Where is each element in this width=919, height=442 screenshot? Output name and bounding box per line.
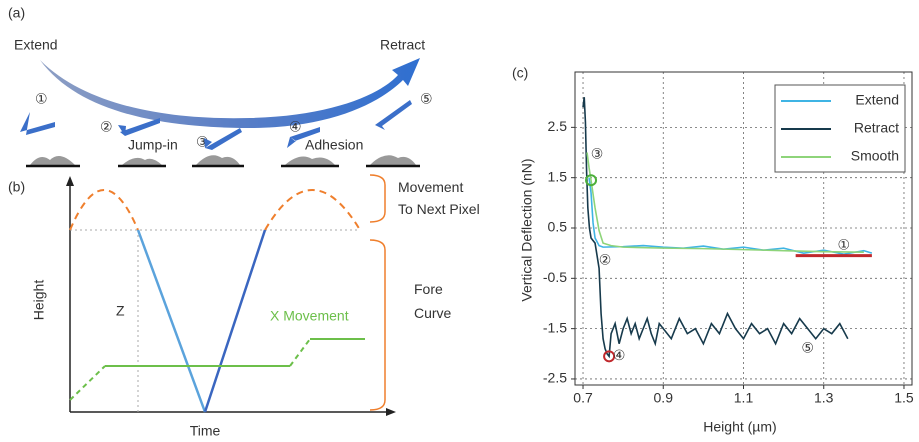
cantilevers bbox=[20, 100, 412, 150]
legend-label: Extend bbox=[855, 92, 899, 108]
step-label: ⑤ bbox=[420, 91, 433, 107]
x-tick-label: 1.5 bbox=[894, 390, 914, 406]
samples bbox=[26, 155, 420, 168]
y-axis-label: Height bbox=[31, 280, 47, 321]
step-label: ① bbox=[35, 91, 48, 107]
panel-label: (c) bbox=[512, 65, 528, 81]
y-axis-label: Vertical Deflection (nN) bbox=[519, 158, 535, 301]
plot-frame bbox=[574, 71, 913, 386]
x-axis-label: Time bbox=[190, 423, 221, 439]
x-axis-label: Height (µm) bbox=[703, 419, 776, 435]
y-tick-label: 1.5 bbox=[548, 168, 568, 184]
fore-curve-label: Fore Curve bbox=[414, 281, 452, 321]
panel-label: (a) bbox=[8, 5, 25, 21]
highlight-point bbox=[585, 174, 598, 187]
step-label: ② bbox=[100, 119, 113, 135]
annotation: ⑤ bbox=[801, 339, 814, 355]
y-tick-label: -2.5 bbox=[543, 370, 567, 386]
jump-in-label: Jump-in bbox=[128, 137, 178, 153]
highlight-point bbox=[603, 350, 616, 363]
z-label: Z bbox=[116, 303, 125, 319]
annotation: ② bbox=[599, 251, 612, 267]
y-tick-label: 2.5 bbox=[548, 118, 568, 134]
extend-label: Extend bbox=[14, 37, 58, 53]
y-tick-label: 0.5 bbox=[548, 219, 568, 235]
panel-label: (b) bbox=[8, 179, 25, 195]
annotation: ① bbox=[838, 236, 851, 252]
legend-label: Retract bbox=[854, 120, 899, 136]
adhesion-label: Adhesion bbox=[305, 137, 363, 153]
motion-arc bbox=[40, 58, 420, 128]
data-line bbox=[588, 177, 873, 255]
x-tick-label: 1.1 bbox=[734, 390, 754, 406]
schematic bbox=[66, 174, 396, 416]
y-tick-label: -1.5 bbox=[543, 319, 567, 335]
movement-label: Movement To Next Pixel bbox=[398, 179, 480, 217]
step-label: ④ bbox=[289, 119, 302, 135]
x-tick-label: 0.7 bbox=[573, 390, 593, 406]
x-tick-label: 1.3 bbox=[814, 390, 834, 406]
x-movement-label: X Movement bbox=[270, 308, 349, 324]
retract-label: Retract bbox=[380, 37, 425, 53]
y-tick-label: -0.5 bbox=[543, 269, 567, 285]
annotation: ④ bbox=[613, 347, 626, 363]
data-line bbox=[582, 97, 849, 359]
annotation: ③ bbox=[591, 146, 604, 162]
legend-label: Smooth bbox=[851, 148, 899, 164]
x-tick-label: 0.9 bbox=[654, 390, 674, 406]
